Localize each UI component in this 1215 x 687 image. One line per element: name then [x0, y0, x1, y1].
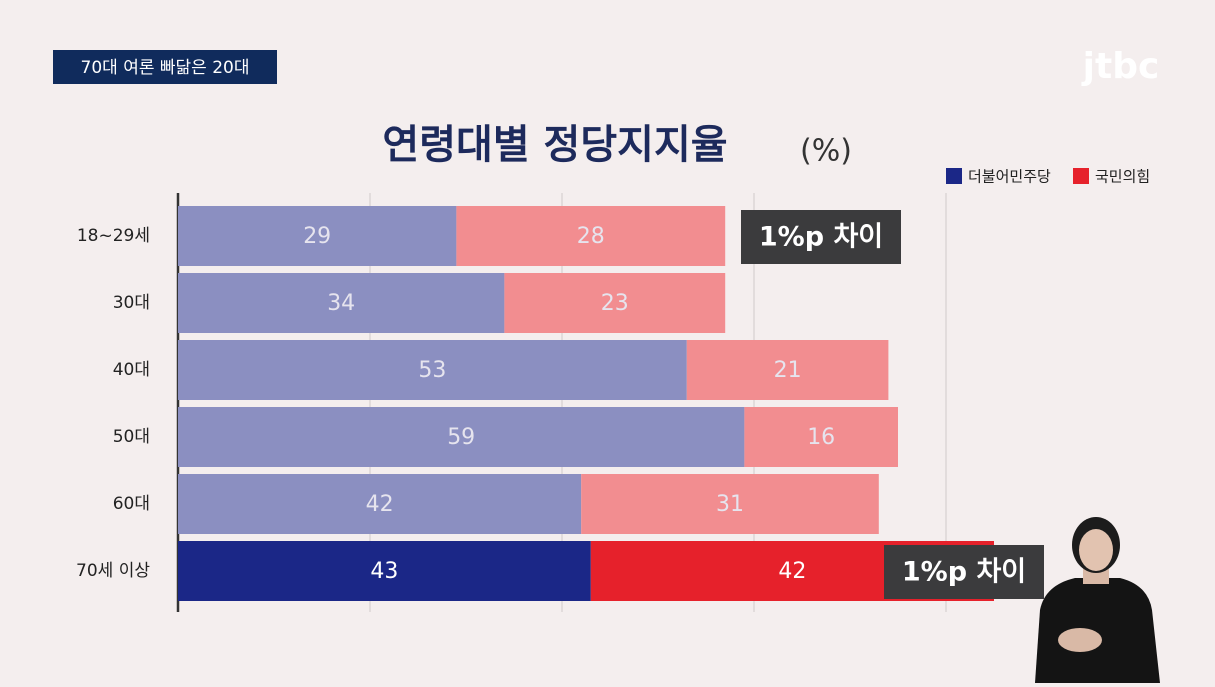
- annotation-box: [741, 210, 901, 264]
- value-label: 23: [601, 291, 629, 316]
- annotation: 1%p 차이: [759, 222, 883, 253]
- tag-box: [53, 50, 277, 84]
- bar: [744, 407, 898, 467]
- value-label: 34: [327, 291, 355, 316]
- tag: 70대 여론 빠닮은 20대: [81, 58, 250, 78]
- bar: [178, 541, 591, 601]
- bar: [178, 273, 505, 333]
- presenter: [1035, 517, 1160, 683]
- value-label: 16: [807, 425, 835, 450]
- y-tick-label: 60대: [113, 494, 150, 514]
- y-tick-label: 50대: [113, 427, 150, 447]
- legend-swatch: [946, 168, 962, 184]
- bar: [456, 206, 726, 266]
- y-tick-label: 18~29세: [77, 226, 150, 246]
- value-label: 42: [778, 559, 806, 584]
- legend-swatch: [1073, 168, 1089, 184]
- chart-title: 연령대별 정당지지율: [382, 122, 727, 168]
- value-label: 29: [303, 224, 331, 249]
- bar: [581, 474, 879, 534]
- value-label: 53: [418, 358, 446, 383]
- unit: (%): [800, 134, 852, 169]
- y-tick-label: 70세 이상: [76, 561, 150, 581]
- legend-label: 국민의힘: [1095, 168, 1150, 186]
- bar: [178, 206, 457, 266]
- bar: [178, 340, 687, 400]
- value-label: 31: [716, 492, 744, 517]
- logo: jtbc: [1081, 46, 1160, 87]
- bar: [178, 407, 745, 467]
- value-label: 42: [366, 492, 394, 517]
- legend-label: 더불어민주당: [968, 168, 1051, 186]
- bar: [504, 273, 726, 333]
- bar: [686, 340, 889, 400]
- bar: [178, 474, 582, 534]
- y-tick-label: 40대: [113, 360, 150, 380]
- value-label: 21: [774, 358, 802, 383]
- value-label: 28: [577, 224, 605, 249]
- annotation: 1%p 차이: [902, 557, 1026, 588]
- y-tick-label: 30대: [113, 293, 150, 313]
- value-label: 59: [447, 425, 475, 450]
- value-label: 43: [370, 559, 398, 584]
- annotation-box: [884, 545, 1044, 599]
